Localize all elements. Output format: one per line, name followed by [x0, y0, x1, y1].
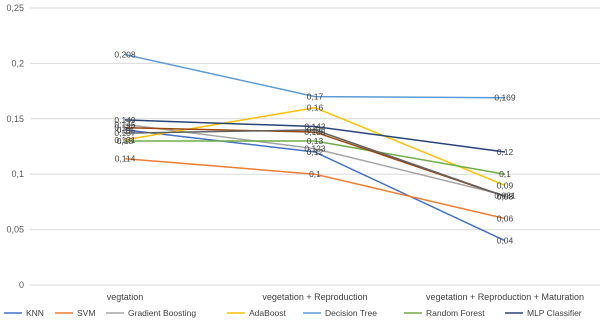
legend: KNN SVM Gradient Boosting AdaBoost Decision … [4, 308, 582, 318]
data-label: 0,16 [307, 103, 324, 113]
legend-item: Random Forest [404, 308, 485, 318]
legend-label: Decision Tree [325, 308, 377, 318]
data-label: 0,13 [117, 136, 134, 146]
data-label: 0,149 [114, 115, 136, 125]
legend-item: AdaBoost [227, 308, 286, 318]
data-label: 0,138 [304, 127, 326, 137]
data-labels: 0,140,120,040,1140,10,060,1450,1230,0810… [114, 50, 516, 246]
data-label: 0,145 [114, 119, 136, 129]
series-line-random-forest [125, 140, 506, 175]
data-label: 0,114 [115, 154, 136, 164]
y-tick-label: 0 [19, 280, 24, 290]
legend-label: Gradient Boosting [128, 308, 196, 318]
data-label: 0,123 [304, 144, 326, 154]
y-tick-label: 0,05 [6, 225, 24, 235]
data-label: 0,12 [497, 147, 514, 157]
legend-label: AdaBoost [249, 308, 286, 318]
data-label: 0,14 [117, 125, 134, 135]
legend-label: SVM [77, 308, 95, 318]
data-label: 0,142 [114, 123, 136, 133]
data-label: 0,04 [497, 236, 514, 246]
y-tick-label: 0,1 [11, 169, 24, 179]
series-line-decision-tree [124, 53, 506, 99]
legend-item: MLP Classifier [505, 308, 582, 318]
series-lines [124, 53, 506, 242]
data-label: 0,09 [497, 180, 514, 190]
legend-label: MLP Classifier [527, 308, 582, 318]
data-label: 0,08 [497, 191, 514, 201]
legend-item: Decision Tree [303, 308, 377, 318]
legend-item: SVM [55, 308, 95, 318]
data-label: 0,143 [304, 122, 326, 132]
data-label: 0,08 [497, 191, 514, 201]
data-label: 0,169 [494, 93, 516, 103]
series-line-kernel-ridge [124, 129, 506, 198]
y-tick-label: 0,2 [11, 58, 24, 68]
series-line-mlp-classifier [124, 119, 506, 153]
data-label: 0,14 [307, 125, 324, 135]
data-label: 0,1 [309, 169, 321, 179]
series-line-knn [124, 129, 506, 242]
legend-label: Random Forest [426, 308, 485, 318]
data-label: 0,137 [114, 128, 136, 138]
legend-item: KNN [4, 308, 44, 318]
legend-label: KNN [26, 308, 44, 318]
x-tick-label: vegtation [107, 292, 144, 302]
y-tick-label: 0,25 [6, 3, 24, 13]
y-axis: 0 0,05 0,1 0,15 0,2 0,25 [6, 3, 24, 290]
y-tick-label: 0,15 [6, 114, 24, 124]
data-label: 0,1 [499, 169, 511, 179]
data-label: 0,208 [114, 50, 136, 60]
x-axis: vegtation vegetation + Reproduction vegeta… [107, 292, 584, 302]
data-label: 0,131 [114, 135, 136, 145]
data-label: 0,12 [307, 147, 324, 157]
data-label: 0,081 [494, 190, 516, 200]
legend-item: Gradient Boosting [106, 308, 196, 318]
data-label: 0,13 [307, 136, 324, 146]
data-label: 0,06 [497, 214, 514, 224]
x-tick-label: vegetation + Reproduction + Maturation [426, 292, 584, 302]
x-tick-label: vegetation + Reproduction [262, 292, 367, 302]
data-label: 0,17 [307, 92, 324, 102]
series-line-svm [124, 157, 506, 220]
